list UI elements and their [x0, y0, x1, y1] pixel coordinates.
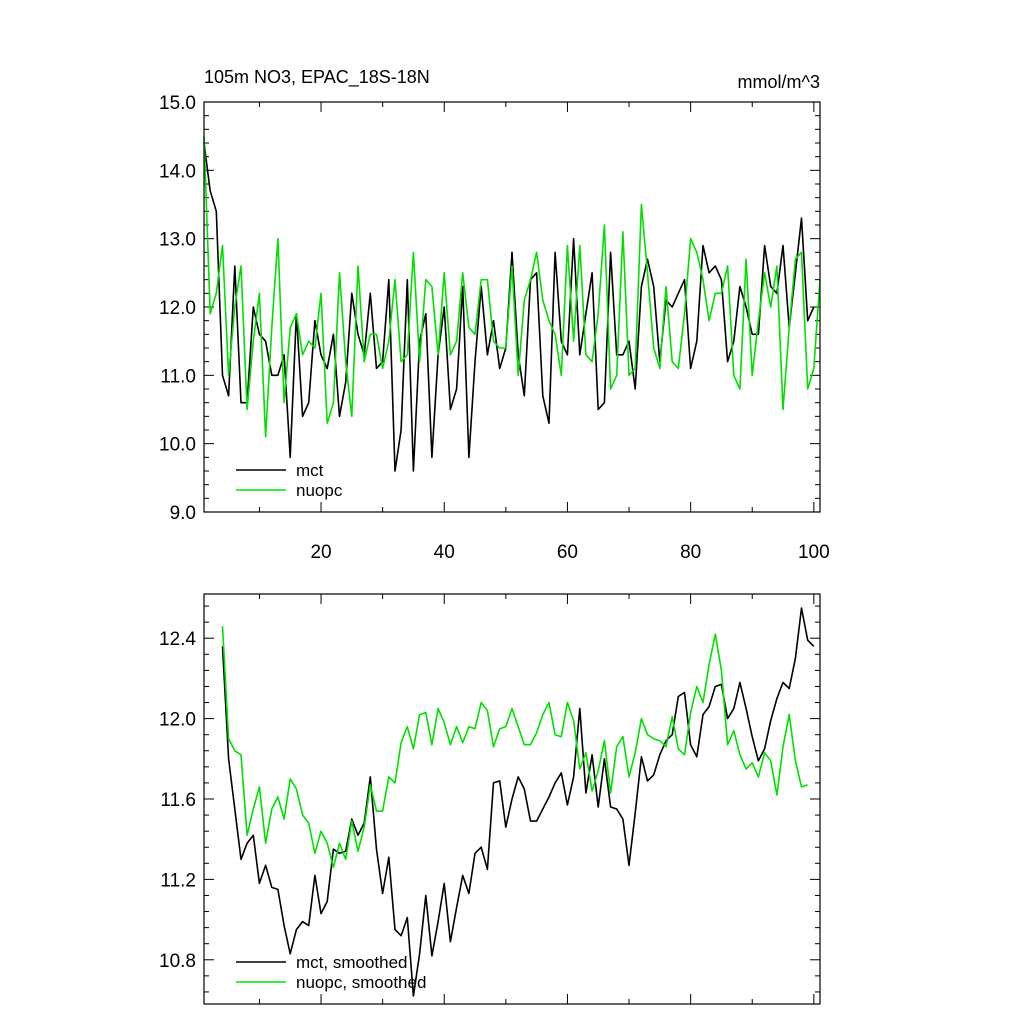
- x-tick-label: 60: [557, 542, 578, 563]
- legend-label-mct-smoothed: mct, smoothed: [296, 953, 408, 972]
- y-tick-label: 13.0: [159, 230, 196, 251]
- series-line-nuopc-smoothed: [221, 626, 808, 869]
- y-tick-label: 10.0: [159, 435, 196, 456]
- plot-frame-top: [203, 101, 821, 513]
- y-tick-label: 11.2: [160, 870, 196, 891]
- legend-label-nuopc: nuopc: [296, 481, 343, 500]
- top-ticks: 15.0 14.0 13.0 12.0 11.0 10.0 9.0 20 40 60 80 100: [159, 93, 830, 563]
- series-line-mct-smoothed: [221, 607, 815, 997]
- x-tick-label: 20: [310, 542, 331, 563]
- y-tick-label: 10.8: [159, 951, 196, 972]
- y-tick-label: 11.6: [160, 790, 196, 811]
- y-tick-label: 11.0: [160, 366, 196, 387]
- y-tick-label: 9.0: [170, 503, 196, 524]
- x-tick-label: 40: [434, 542, 455, 563]
- bottom-series: [221, 607, 815, 997]
- y-tick-label: 14.0: [159, 161, 196, 182]
- legend-label-nuopc-smoothed: nuopc, smoothed: [296, 973, 426, 992]
- x-tick-label: 100: [798, 542, 830, 563]
- y-tick-label: 12.0: [159, 710, 196, 731]
- panel-raw: 105m NO3, EPAC_18S-18N mmol/m^3 15.0 14.0…: [159, 67, 830, 563]
- legend-bottom: mct, smoothed nuopc, smoothed: [236, 953, 426, 992]
- y-tick-label: 12.4: [159, 629, 196, 650]
- top-series: [203, 136, 821, 472]
- series-line-nuopc: [203, 136, 821, 438]
- bottom-ticks: 12.4 12.0 11.6 11.2 10.8: [159, 594, 820, 1004]
- x-tick-label: 80: [680, 542, 701, 563]
- units-label: mmol/m^3: [738, 72, 820, 92]
- y-tick-label: 15.0: [159, 93, 196, 114]
- y-tick-label: 12.0: [159, 298, 196, 319]
- legend-top: mct nuopc: [236, 461, 343, 500]
- chart-title: 105m NO3, EPAC_18S-18N: [204, 67, 430, 88]
- legend-label-mct: mct: [296, 461, 324, 480]
- panel-smoothed: 12.4 12.0 11.6 11.2 10.8 mct, smoothed nuopc…: [159, 593, 821, 1005]
- plot-frame-bottom: [203, 593, 821, 1005]
